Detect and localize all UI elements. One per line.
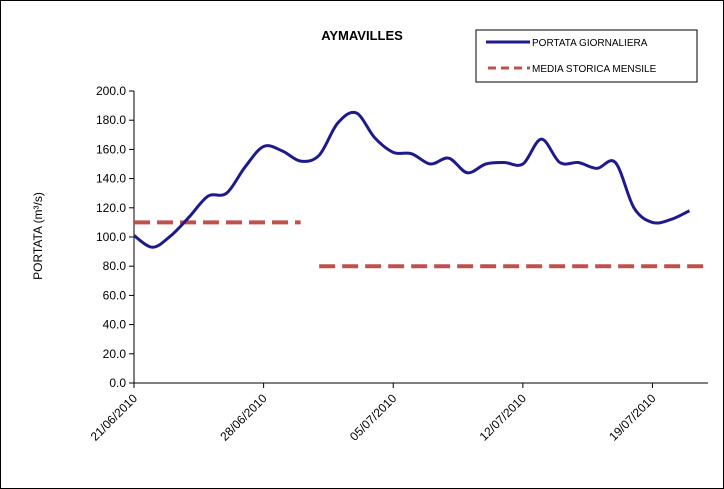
daily-flow-point xyxy=(484,163,487,166)
y-tick-label: 160.0 xyxy=(96,142,126,156)
daily-flow-point xyxy=(540,138,543,141)
daily-flow-point xyxy=(503,161,506,164)
y-tick-label: 120.0 xyxy=(96,201,126,215)
daily-flow-point xyxy=(336,122,339,125)
x-tick-label: 28/06/2010 xyxy=(217,391,270,444)
daily-flow-point xyxy=(244,165,247,168)
x-tick-label: 12/07/2010 xyxy=(477,391,530,444)
daily-flow-point xyxy=(429,163,432,166)
daily-flow-point xyxy=(188,215,191,218)
daily-flow-point xyxy=(521,163,524,166)
daily-flow-point xyxy=(151,246,154,249)
x-tick-label: 05/07/2010 xyxy=(347,391,400,444)
daily-flow-point xyxy=(410,152,413,155)
y-tick-label: 60.0 xyxy=(103,288,127,302)
y-tick-label: 200.0 xyxy=(96,84,126,98)
y-tick-label: 180.0 xyxy=(96,113,126,127)
daily-flow-point xyxy=(225,192,228,195)
legend-label-media-storica: MEDIA STORICA MENSILE xyxy=(532,64,657,75)
y-tick-label: 140.0 xyxy=(96,172,126,186)
daily-flow-point xyxy=(355,111,358,114)
daily-flow-point xyxy=(207,195,210,198)
daily-flow-point xyxy=(133,234,136,237)
daily-flow-point xyxy=(669,218,672,221)
daily-flow-point xyxy=(466,171,469,174)
legend-label-portata-giornaliera: PORTATA GIORNALIERA xyxy=(532,38,648,49)
daily-flow-point xyxy=(281,149,284,152)
daily-flow-point xyxy=(614,161,617,164)
daily-flow-point xyxy=(373,136,376,139)
daily-flow-point xyxy=(688,209,691,212)
x-tick-label: 19/07/2010 xyxy=(606,391,659,444)
axes xyxy=(133,91,708,384)
y-tick-label: 40.0 xyxy=(103,318,127,332)
y-ticks: 0.0 20.0 40.0 60.0 80.0 100.0 120.0 140.0 160.0 1… xyxy=(96,84,134,390)
y-tick-label: 0.0 xyxy=(109,376,126,390)
legend-box xyxy=(475,29,698,83)
daily-flow-line xyxy=(133,110,691,249)
y-tick-label: 20.0 xyxy=(103,347,127,361)
daily-flow-point xyxy=(577,161,580,164)
daily-flow-point xyxy=(595,167,598,170)
y-tick-label: 80.0 xyxy=(103,259,127,273)
daily-flow-point xyxy=(299,160,302,163)
x-tick-label: 21/06/2010 xyxy=(88,391,141,444)
daily-flow-point xyxy=(262,145,265,148)
series-layer xyxy=(133,110,708,269)
daily-flow-point xyxy=(318,154,321,157)
x-ticks: 21/06/2010 28/06/2010 05/07/2010 12/07/2010… xyxy=(88,383,659,444)
daily-flow-point xyxy=(558,161,561,164)
y-axis-title: PORTATA (m³/s) xyxy=(31,192,45,280)
daily-flow-point xyxy=(392,151,395,154)
daily-flow-point xyxy=(632,206,635,209)
y-tick-label: 100.0 xyxy=(96,230,126,244)
daily-flow-point xyxy=(447,157,450,160)
daily-flow-point xyxy=(170,234,173,237)
daily-flow-point xyxy=(651,221,654,224)
legend: PORTATA GIORNALIERA MEDIA STORICA MENSIL… xyxy=(475,29,698,83)
chart-title: AYMAVILLES xyxy=(321,28,403,43)
